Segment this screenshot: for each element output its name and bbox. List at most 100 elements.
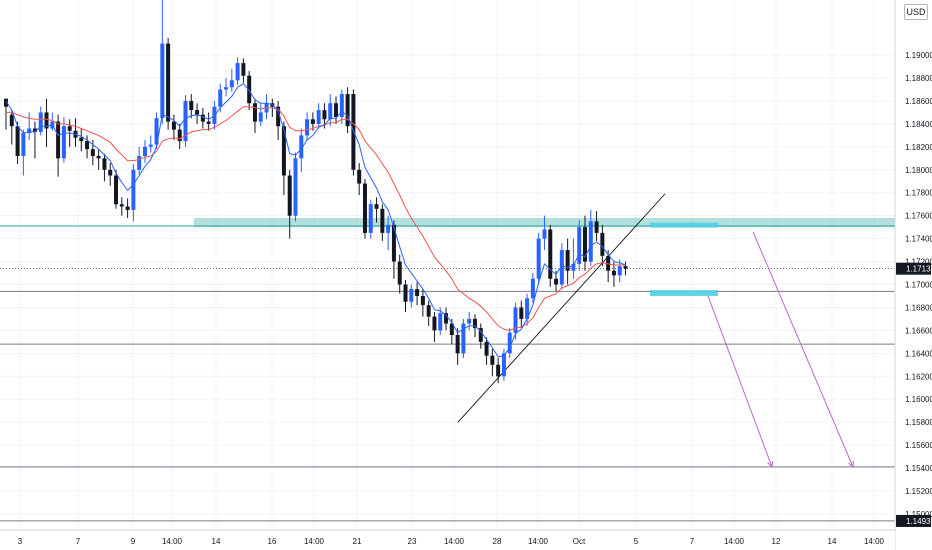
candle-body <box>247 75 252 104</box>
price-axis-bg <box>895 0 932 550</box>
candle-body <box>142 146 147 157</box>
time-tick-label: 14:00 <box>304 537 325 546</box>
candle-body <box>166 43 171 122</box>
candle-body <box>577 227 582 264</box>
candle-body <box>611 270 616 276</box>
candle-body <box>224 87 229 90</box>
candle-body <box>478 328 483 342</box>
candle-body <box>160 43 165 119</box>
candle-body <box>420 295 425 306</box>
candle-body <box>258 112 263 122</box>
candle-body <box>183 100 188 142</box>
candle-body <box>455 334 460 354</box>
candle-body <box>594 221 599 233</box>
candle-body <box>148 144 153 147</box>
candle-body <box>484 341 489 356</box>
candle-body <box>177 129 182 142</box>
horizontal-levels <box>0 225 895 522</box>
arrow-head <box>767 460 774 468</box>
candle-body <box>588 221 593 262</box>
candle-body <box>85 141 90 150</box>
candle-body <box>513 307 518 333</box>
price-tick-label: 1.18000 <box>905 166 932 175</box>
price-tick-label: 1.15800 <box>905 418 932 427</box>
price-tick-label: 1.16800 <box>905 303 932 312</box>
candle-body <box>119 204 124 207</box>
candle-body <box>322 110 327 120</box>
candle-body <box>90 149 95 157</box>
candle-body <box>281 126 286 176</box>
price-tick-label: 1.15200 <box>905 487 932 496</box>
candle-body <box>287 175 292 216</box>
time-tick-label: 21 <box>353 537 362 546</box>
candle-body <box>565 250 570 271</box>
time-tick-label: 14:00 <box>162 537 183 546</box>
price-tick-label: 1.18800 <box>905 74 932 83</box>
candle-body <box>56 121 61 159</box>
target-box <box>650 222 718 228</box>
candle-body <box>15 126 20 157</box>
ema-fast-line <box>5 83 626 358</box>
candle-body <box>501 353 506 377</box>
candle-body <box>137 156 142 170</box>
candle-body <box>438 313 443 331</box>
candle-body <box>606 255 611 271</box>
candle-body <box>108 169 113 176</box>
candle-body <box>252 103 257 122</box>
candle-body <box>548 229 553 279</box>
arrow-head <box>848 460 854 468</box>
candle-body <box>386 224 391 233</box>
candle-body <box>44 112 49 129</box>
candle-body <box>444 313 449 324</box>
current-price-label-bg <box>896 262 931 275</box>
candle-body <box>96 156 101 159</box>
trendline-layer <box>457 193 666 423</box>
candle-body <box>316 110 321 124</box>
time-tick-label: 14:00 <box>864 537 885 546</box>
candle-body <box>496 364 501 377</box>
time-axis-bg <box>0 530 895 550</box>
candle-body <box>9 114 14 127</box>
candle-body <box>38 112 43 132</box>
time-tick-label: 28 <box>493 537 502 546</box>
trendline <box>457 193 666 423</box>
candle-body <box>276 106 281 127</box>
candle-body <box>154 118 159 145</box>
candle-body <box>623 266 628 269</box>
price-tick-label: 1.16600 <box>905 326 932 335</box>
candle-body <box>299 135 304 159</box>
candle-body <box>490 355 495 365</box>
price-tick-label: 1.15400 <box>905 464 932 473</box>
time-tick-label: 5 <box>634 537 639 546</box>
price-tick-label: 1.15600 <box>905 441 932 450</box>
candle-body <box>362 183 367 233</box>
candle-body <box>195 110 200 115</box>
candle-body <box>542 229 547 239</box>
candle-body <box>380 208 385 233</box>
time-tick-label: 14 <box>212 537 221 546</box>
time-tick-label: 3 <box>18 537 23 546</box>
candle-body <box>571 263 576 271</box>
candle-body <box>21 133 26 157</box>
time-tick-label: 7 <box>76 537 81 546</box>
candle-body <box>131 169 136 210</box>
candle-body <box>310 119 315 124</box>
time-tick-label: 23 <box>408 537 417 546</box>
price-tick-label: 1.15000 <box>905 510 932 519</box>
grid-lines <box>0 0 895 530</box>
candle-body <box>617 266 622 276</box>
candle-body <box>67 126 72 131</box>
candle-body <box>189 100 194 111</box>
candle-body <box>536 238 541 279</box>
candle-body <box>519 307 524 319</box>
candle-body <box>600 232 605 256</box>
bottom-price-label-bg <box>896 514 931 527</box>
candle-body <box>293 158 298 216</box>
price-tick-label: 1.17200 <box>905 258 932 267</box>
candles <box>4 0 628 384</box>
currency-badge[interactable]: USD <box>904 4 928 20</box>
candle-body <box>79 137 84 142</box>
candle-body <box>530 278 535 299</box>
time-tick-label: 9 <box>131 537 136 546</box>
